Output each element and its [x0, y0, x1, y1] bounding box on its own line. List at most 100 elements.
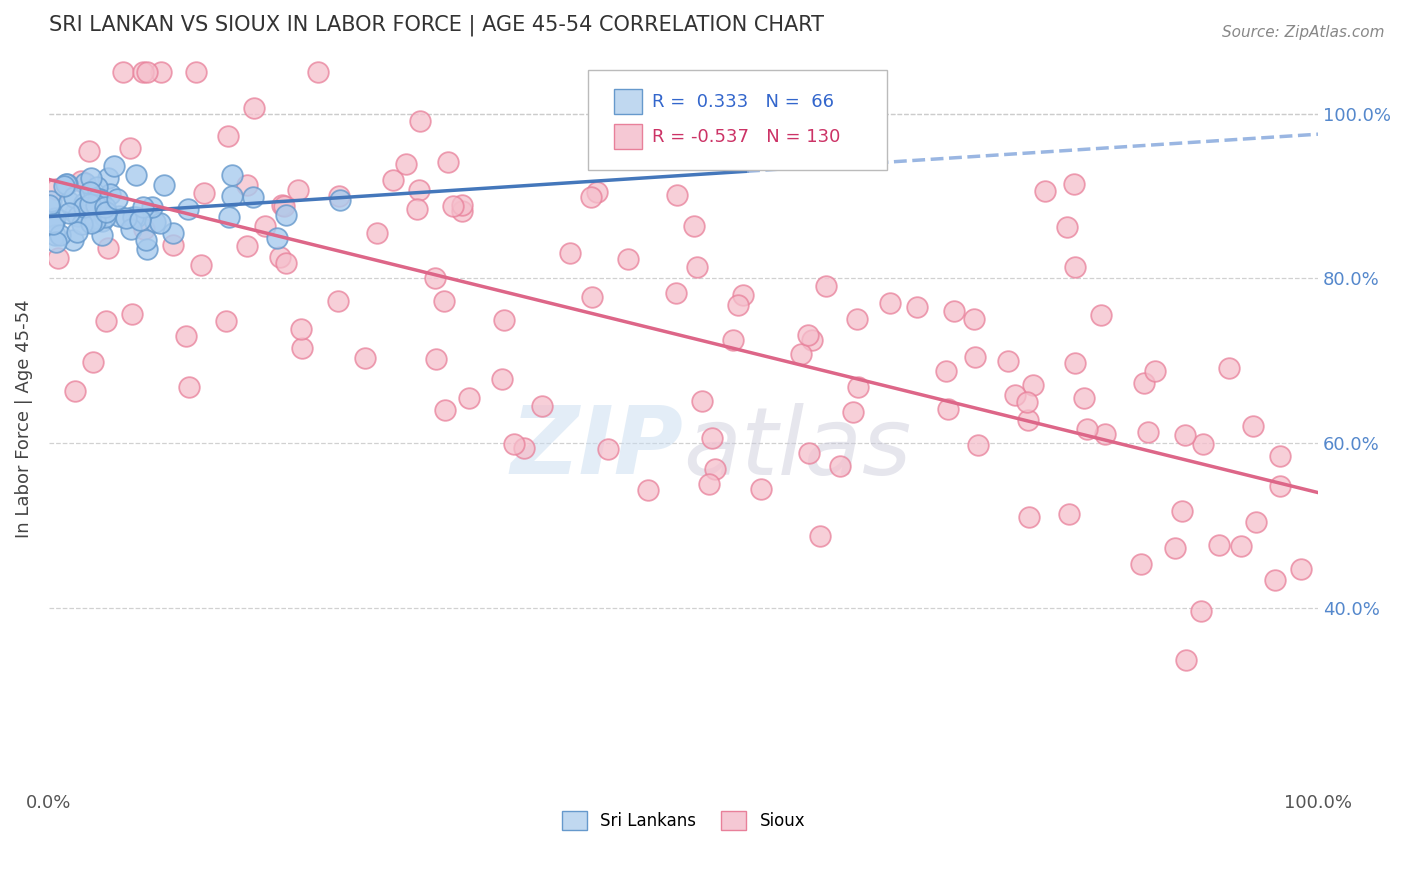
- Point: [70, 174, 93, 188]
- Point: [73, 200, 96, 214]
- Point: [108, 209, 131, 223]
- Point: [90, 214, 112, 228]
- Point: [665, 285, 688, 300]
- Point: [963, 312, 986, 326]
- Text: SRI LANKAN VS SIOUX IN LABOR FORCE | AGE 45-54 CORRELATION CHART: SRI LANKAN VS SIOUX IN LABOR FORCE | AGE…: [49, 15, 824, 37]
- Point: [46, 252, 69, 266]
- Point: [1004, 388, 1026, 402]
- Point: [96, 314, 118, 328]
- Point: [690, 394, 713, 409]
- Point: [1208, 538, 1230, 552]
- Point: [63, 205, 86, 219]
- Point: [935, 364, 957, 378]
- Point: [103, 159, 125, 173]
- Point: [190, 258, 212, 272]
- Point: [89, 193, 111, 207]
- Point: [845, 311, 868, 326]
- Point: [217, 128, 239, 143]
- Point: [1268, 479, 1291, 493]
- Point: [581, 290, 603, 304]
- Point: [121, 307, 143, 321]
- Point: [55, 177, 77, 191]
- Point: [1017, 395, 1039, 409]
- Point: [132, 200, 155, 214]
- Point: [409, 113, 432, 128]
- Point: [1291, 562, 1313, 576]
- Point: [1076, 422, 1098, 436]
- Point: [94, 205, 117, 219]
- Legend: Sri Lankans, Sioux: Sri Lankans, Sioux: [555, 804, 811, 837]
- Point: [63, 384, 86, 399]
- Point: [1064, 260, 1087, 274]
- Point: [83, 211, 105, 225]
- Point: [44, 211, 66, 226]
- Point: [797, 328, 820, 343]
- Point: [73, 208, 96, 222]
- Point: [90, 227, 112, 242]
- Point: [274, 208, 297, 222]
- Point: [80, 216, 103, 230]
- Point: [790, 347, 813, 361]
- Point: [274, 256, 297, 270]
- Point: [800, 333, 823, 347]
- Point: [586, 186, 609, 200]
- Point: [124, 210, 146, 224]
- Bar: [614, 124, 641, 149]
- Point: [66, 209, 89, 223]
- Point: [405, 202, 427, 216]
- Point: [193, 186, 215, 201]
- Point: [58, 194, 80, 209]
- Point: [963, 351, 986, 365]
- Point: [118, 141, 141, 155]
- Point: [39, 194, 62, 209]
- Point: [218, 210, 240, 224]
- Point: [1063, 178, 1085, 192]
- Point: [425, 351, 447, 366]
- Point: [842, 404, 865, 418]
- Point: [967, 438, 990, 452]
- Point: [814, 279, 837, 293]
- Point: [441, 198, 464, 212]
- Point: [697, 476, 720, 491]
- Point: [132, 65, 155, 79]
- Point: [492, 313, 515, 327]
- Point: [141, 200, 163, 214]
- Point: [44, 227, 66, 242]
- Point: [1244, 515, 1267, 529]
- Point: [143, 215, 166, 229]
- Point: [491, 372, 513, 386]
- Point: [254, 219, 277, 233]
- Point: [1171, 504, 1194, 518]
- Point: [558, 245, 581, 260]
- Point: [1022, 378, 1045, 392]
- Point: [1192, 437, 1215, 451]
- Point: [503, 437, 526, 451]
- Point: [423, 271, 446, 285]
- Text: atlas: atlas: [683, 402, 912, 493]
- Text: Source: ZipAtlas.com: Source: ZipAtlas.com: [1222, 25, 1385, 40]
- Point: [879, 296, 901, 310]
- Point: [84, 198, 107, 212]
- Point: [1230, 540, 1253, 554]
- Point: [273, 198, 295, 212]
- Point: [132, 222, 155, 236]
- Point: [1130, 558, 1153, 572]
- Point: [97, 241, 120, 255]
- Point: [236, 238, 259, 252]
- Point: [174, 328, 197, 343]
- Point: [1164, 541, 1187, 555]
- Point: [66, 225, 89, 239]
- Point: [125, 168, 148, 182]
- Point: [808, 529, 831, 543]
- Point: [731, 287, 754, 301]
- Point: [184, 65, 207, 79]
- Point: [111, 65, 134, 79]
- Point: [702, 431, 724, 445]
- Point: [513, 442, 536, 456]
- Point: [1057, 507, 1080, 521]
- Text: R = -0.537   N = 130: R = -0.537 N = 130: [652, 128, 841, 145]
- Point: [723, 333, 745, 347]
- Point: [1174, 427, 1197, 442]
- Point: [943, 304, 966, 318]
- Point: [1017, 412, 1039, 426]
